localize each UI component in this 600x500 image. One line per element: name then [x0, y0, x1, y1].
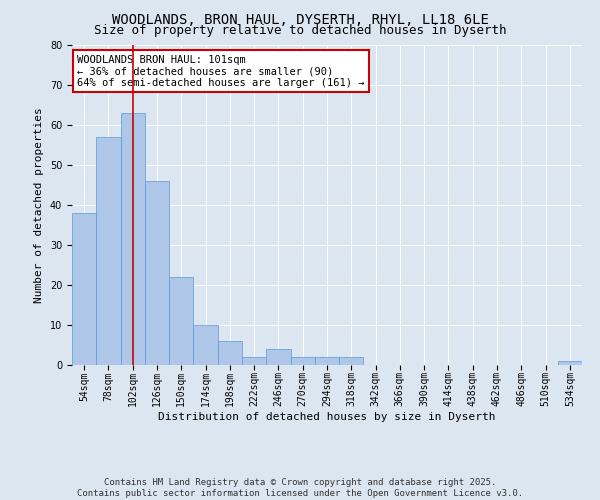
Bar [558, 361, 582, 365]
X-axis label: Distribution of detached houses by size in Dyserth: Distribution of detached houses by size … [158, 412, 496, 422]
Bar [290, 357, 315, 365]
Text: WOODLANDS, BRON HAUL, DYSERTH, RHYL, LL18 6LE: WOODLANDS, BRON HAUL, DYSERTH, RHYL, LL1… [112, 12, 488, 26]
Bar [96, 137, 121, 365]
Text: Size of property relative to detached houses in Dyserth: Size of property relative to detached ho… [94, 24, 506, 37]
Bar [169, 277, 193, 365]
Bar [218, 341, 242, 365]
Y-axis label: Number of detached properties: Number of detached properties [34, 107, 44, 303]
Text: Contains HM Land Registry data © Crown copyright and database right 2025.
Contai: Contains HM Land Registry data © Crown c… [77, 478, 523, 498]
Bar [266, 349, 290, 365]
Bar [315, 357, 339, 365]
Bar [72, 213, 96, 365]
Text: WOODLANDS BRON HAUL: 101sqm
← 36% of detached houses are smaller (90)
64% of sem: WOODLANDS BRON HAUL: 101sqm ← 36% of det… [77, 54, 365, 88]
Bar [339, 357, 364, 365]
Bar [145, 181, 169, 365]
Bar [193, 325, 218, 365]
Bar [121, 113, 145, 365]
Bar [242, 357, 266, 365]
